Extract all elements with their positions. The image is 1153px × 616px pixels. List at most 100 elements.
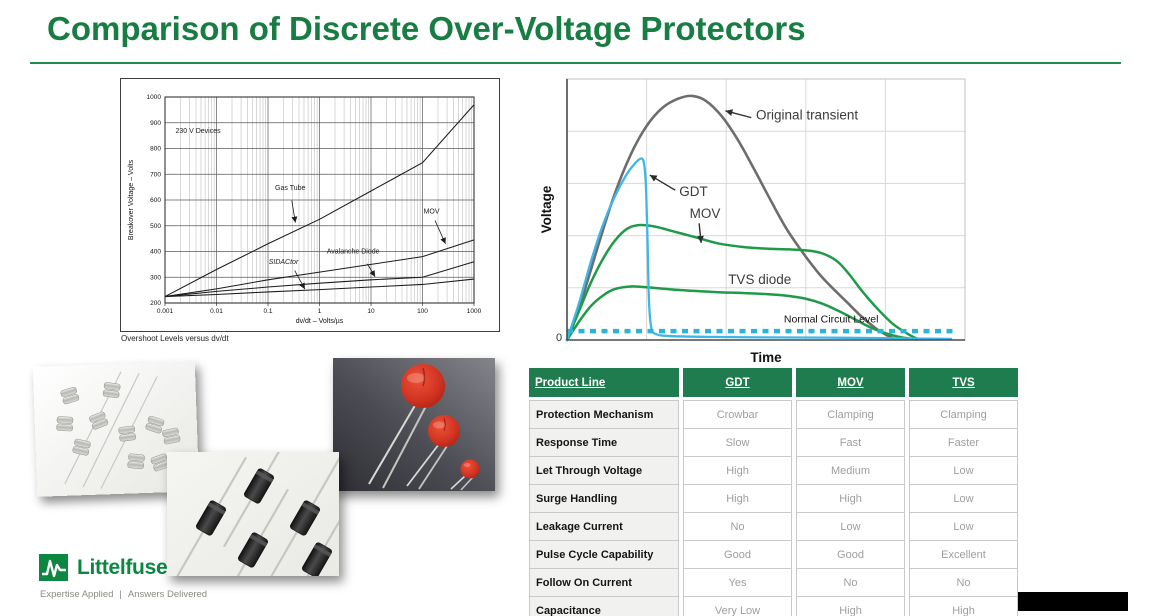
svg-text:GDT: GDT [679, 184, 708, 199]
table-cell: Clamping [909, 400, 1018, 429]
gdt-component [60, 386, 80, 405]
tagline-divider: | [119, 589, 122, 600]
table-header-product-line: Product Line [529, 368, 679, 400]
svg-text:1: 1 [318, 308, 322, 315]
gdt-product-photo [32, 361, 200, 497]
svg-text:10: 10 [367, 308, 375, 315]
tagline-left: Expertise Applied [40, 589, 114, 600]
table-header-gdt: GDT [683, 368, 792, 400]
brand-name: Littelfuse® [77, 556, 174, 580]
svg-text:Gas Tube: Gas Tube [275, 185, 305, 192]
svg-text:Normal Circuit Level: Normal Circuit Level [784, 313, 879, 325]
svg-text:400: 400 [150, 249, 161, 256]
table-row: Capacitance Very Low High High [529, 597, 1018, 616]
table-cell: Low [909, 457, 1018, 485]
svg-text:MOV: MOV [690, 206, 721, 221]
mov-photo-image [333, 358, 495, 491]
svg-text:1000: 1000 [147, 94, 162, 101]
table-cell: Faster [909, 429, 1018, 457]
table-header-mov: MOV [796, 368, 905, 400]
svg-text:Breakover Voltage – Volts: Breakover Voltage – Volts [128, 159, 135, 240]
table-cell: Low [796, 513, 905, 541]
table-row: Let Through Voltage High Medium Low [529, 457, 1018, 485]
svg-text:800: 800 [150, 146, 161, 153]
mov-disc-small [460, 459, 480, 479]
svg-text:230 V Devices: 230 V Devices [176, 128, 222, 135]
littelfuse-logo: Littelfuse® [38, 552, 174, 584]
mov-product-photo [333, 358, 495, 491]
curve-tvs-diode [565, 285, 919, 342]
svg-text:300: 300 [150, 274, 161, 281]
table-row: Response Time Slow Fast Faster [529, 429, 1018, 457]
svg-text:SIDACtor: SIDACtor [269, 259, 299, 266]
svg-text:700: 700 [150, 171, 161, 178]
tvs-diode [175, 456, 247, 580]
table-cell: Crowbar [683, 400, 792, 429]
row-label: Protection Mechanism [529, 400, 679, 429]
table-cell: Excellent [909, 541, 1018, 569]
table-row: Surge Handling High High Low [529, 485, 1018, 513]
table-cell: High [909, 597, 1018, 616]
table-cell: High [796, 597, 905, 616]
table-header-row: Product Line GDT MOV TVS [529, 368, 1018, 400]
table-cell: High [683, 485, 792, 513]
table-row: Protection Mechanism Crowbar Clamping Clamp… [529, 400, 1018, 429]
gdt-photo-image [32, 361, 200, 497]
svg-text:1000: 1000 [467, 308, 482, 315]
series-avalanche-diode [164, 261, 475, 298]
svg-text:Time: Time [750, 350, 782, 365]
svg-text:200: 200 [150, 300, 161, 307]
svg-text:Avalanche Diode: Avalanche Diode [327, 249, 380, 256]
series-sidactor [164, 278, 475, 298]
curve-original-transient [565, 94, 895, 342]
svg-text:TVS diode: TVS diode [728, 272, 791, 287]
table-cell: High [683, 457, 792, 485]
row-label: Let Through Voltage [529, 457, 679, 485]
row-label: Surge Handling [529, 485, 679, 513]
svg-text:0.01: 0.01 [210, 308, 223, 315]
title-divider [30, 62, 1121, 64]
table-cell: Very Low [683, 597, 792, 616]
svg-text:Original transient: Original transient [756, 107, 858, 122]
table-cell: No [683, 513, 792, 541]
svg-text:100: 100 [417, 308, 428, 315]
series-gas-tube [164, 104, 475, 298]
svg-text:900: 900 [150, 120, 161, 127]
comparison-table: Product Line GDT MOV TVS Protection Mechani… [525, 368, 1022, 616]
table-row: Follow On Current Yes No No [529, 569, 1018, 597]
table-cell: Good [796, 541, 905, 569]
svg-text:0: 0 [556, 332, 562, 344]
svg-text:600: 600 [150, 197, 161, 204]
curve-gdt [565, 157, 953, 342]
table-row: Pulse Cycle Capability Good Good Excellent [529, 541, 1018, 569]
table-cell: Yes [683, 569, 792, 597]
row-label: Capacitance [529, 597, 679, 616]
table-cell: High [796, 485, 905, 513]
tvs-photo-image [167, 424, 353, 616]
table-cell: Fast [796, 429, 905, 457]
row-label: Leakage Current [529, 513, 679, 541]
svg-text:dv/dt – Volts/µs: dv/dt – Volts/µs [296, 318, 344, 325]
table-cell: Slow [683, 429, 792, 457]
transient-chart-figure: Original transient GDT MOV TVS diode Normal … [538, 70, 990, 370]
table-cell: Clamping [796, 400, 905, 429]
table-cell: Medium [796, 457, 905, 485]
overshoot-chart: 200 300 400 500 600 700 800 900 1000 0.001 0.01 0.1… [128, 94, 482, 325]
row-label: Follow On Current [529, 569, 679, 597]
tvs-diode-product-photo [167, 424, 353, 616]
page-title: Comparison of Discrete Over-Voltage Prot… [47, 10, 806, 47]
overshoot-chart-caption: Overshoot Levels versus dv/dt [121, 334, 229, 343]
svg-text:Voltage: Voltage [539, 185, 554, 233]
svg-text:0.001: 0.001 [157, 308, 174, 315]
comparison-table-body: Protection Mechanism Crowbar Clamping Clamp… [529, 400, 1018, 616]
table-cell: Low [909, 485, 1018, 513]
row-label: Pulse Cycle Capability [529, 541, 679, 569]
tagline-right: Answers Delivered [127, 589, 208, 600]
table-cell: No [796, 569, 905, 597]
series-mov [164, 239, 475, 298]
table-row: Leakage Current No Low Low [529, 513, 1018, 541]
svg-text:0.1: 0.1 [263, 308, 272, 315]
svg-text:MOV: MOV [424, 208, 440, 215]
curve-mov [565, 223, 919, 342]
